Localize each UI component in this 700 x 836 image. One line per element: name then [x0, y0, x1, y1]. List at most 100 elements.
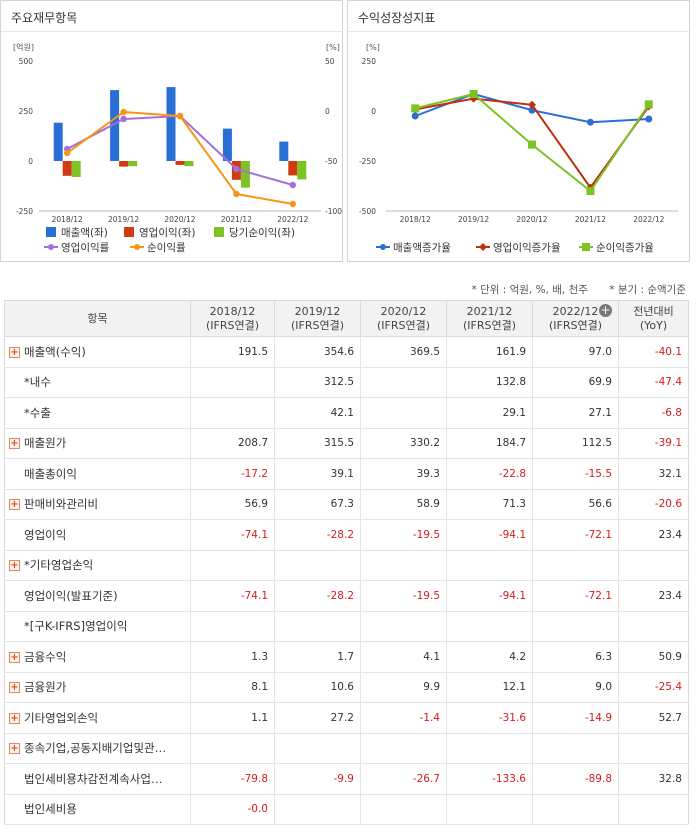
value-cell: [190, 550, 275, 581]
value-cell: -89.8: [532, 763, 619, 795]
value-cell: -15.5: [532, 458, 619, 490]
row-label-cell[interactable]: + 매출원가: [4, 428, 191, 459]
value-cell: -39.1: [618, 428, 689, 459]
header-basis: (IFRS연결): [548, 318, 603, 332]
header-basis: (IFRS연결): [290, 318, 345, 332]
legend-label: 매출액증가율: [393, 242, 451, 254]
expand-plus-icon[interactable]: +: [9, 712, 20, 724]
value-cell: 23.4: [618, 580, 689, 612]
row-label-cell: 법인세비용: [4, 794, 191, 825]
tick-label: -500: [359, 207, 376, 216]
line-point: [469, 90, 478, 98]
legend-marker: [48, 244, 54, 250]
legend-label: 영업이익률: [61, 241, 110, 254]
legend-swatch: [124, 227, 134, 237]
line-point: [289, 181, 296, 189]
line-point: [528, 100, 536, 109]
line-point: [289, 200, 296, 208]
bar: [175, 161, 185, 165]
value-cell: [618, 733, 689, 764]
quarter-note: * 분기 : 순액기준: [609, 284, 686, 296]
value-cell: -31.6: [446, 702, 533, 734]
growth-indicators-chart: [%] 250 0 -250 -500 2018/12 2019/12 2020/12 2021…: [359, 43, 678, 254]
row-label: 기타영업외손익: [24, 710, 99, 725]
line-point: [586, 187, 595, 195]
value-cell: [190, 367, 275, 398]
legend-label: 매출액(좌): [61, 227, 108, 239]
line-point: [411, 112, 419, 120]
value-cell: [618, 794, 689, 825]
value-cell: 58.9: [360, 489, 447, 520]
row-label: *[구K-IFRS]영업이익: [24, 619, 128, 634]
row-label-cell[interactable]: + 종속기업,공동지배기업및관…: [4, 733, 191, 764]
value-cell: -79.8: [190, 763, 275, 795]
row-label-cell[interactable]: + 기타영업외손익: [4, 702, 191, 734]
expand-plus-icon[interactable]: +: [9, 438, 20, 450]
value-cell: -0.0: [190, 794, 275, 825]
legend-marker: [582, 243, 590, 251]
value-cell: -72.1: [532, 519, 619, 551]
value-cell: -9.9: [274, 763, 361, 795]
value-cell: 312.5: [274, 367, 361, 398]
row-label-cell: 매출총이익: [4, 458, 191, 490]
add-column-icon[interactable]: +: [599, 303, 612, 317]
value-cell: 4.1: [360, 641, 447, 673]
table-row: *[구K-IFRS]영업이익: [4, 611, 689, 642]
header-yoy: 전년대비 (YoY): [618, 300, 689, 337]
value-cell: -17.2: [190, 458, 275, 490]
value-cell: -94.1: [446, 519, 533, 551]
value-cell: 354.6: [274, 336, 361, 368]
value-cell: -47.4: [618, 367, 689, 398]
legend-label: 당기순이익(좌): [229, 227, 295, 239]
row-label-cell[interactable]: + 매출액(수익): [4, 336, 191, 368]
line-point: [120, 115, 127, 123]
value-cell: [274, 611, 361, 642]
row-label-cell[interactable]: + 판매비와관리비: [4, 489, 191, 520]
expand-plus-icon[interactable]: +: [9, 499, 20, 511]
unit-notes: * 단위 : 억원, %, 배, 천주 * 분기 : 순액기준: [453, 282, 686, 297]
row-label: 법인세비용: [24, 802, 77, 817]
row-label-cell: *[구K-IFRS]영업이익: [4, 611, 191, 642]
legend-label: 영업이익증가율: [493, 241, 561, 254]
financial-items-panel: 주요재무항목 [억원] [%] 500 250 0 -250 50 0 -50 -100 2018/…: [0, 0, 343, 262]
x-tick-label: 2018/12: [52, 215, 83, 224]
row-label-cell[interactable]: + *기타영업손익: [4, 550, 191, 581]
table-row: 매출총이익 -17.2 39.1 39.3 -22.8 -15.5 32.1: [4, 458, 689, 490]
bar: [297, 161, 307, 180]
table-header: 항목 2018/12 (IFRS연결) 2019/12 (IFRS연결) 2020/12…: [4, 300, 689, 337]
x-tick-label: 2019/12: [458, 215, 489, 224]
value-cell: [532, 794, 619, 825]
row-label-cell[interactable]: + 금융수익: [4, 641, 191, 673]
x-tick-label: 2021/12: [575, 215, 606, 224]
header-year: 2018/12: [209, 304, 256, 318]
financial-table: 항목 2018/12 (IFRS연결) 2019/12 (IFRS연결) 2020/12…: [4, 300, 689, 825]
row-label: 법인세비용차감전계속사업…: [24, 771, 163, 786]
value-cell: 39.3: [360, 458, 447, 490]
value-cell: 67.3: [274, 489, 361, 520]
line-point: [644, 100, 653, 109]
expand-plus-icon[interactable]: +: [9, 560, 20, 572]
value-cell: [360, 397, 447, 429]
table-row: *내수 312.5 132.8 69.9 -47.4: [4, 367, 689, 398]
right-tick-label: -100: [325, 207, 342, 216]
header-year: 2022/12: [552, 304, 599, 318]
left-tick-label: 250: [19, 107, 34, 116]
value-cell: 97.0: [532, 336, 619, 368]
left-tick-label: 500: [19, 57, 34, 66]
expand-plus-icon[interactable]: +: [9, 346, 20, 358]
value-cell: 315.5: [274, 428, 361, 459]
line-point: [120, 108, 127, 116]
bar: [110, 90, 120, 161]
header-period-2020-12: 2020/12 (IFRS연결): [360, 300, 447, 337]
table-row: 법인세비용차감전계속사업… -79.8 -9.9 -26.7 -133.6 -89.8 32…: [4, 763, 689, 795]
table-row: 법인세비용 -0.0: [4, 794, 689, 825]
row-label-cell[interactable]: + 금융원가: [4, 672, 191, 703]
expand-plus-icon[interactable]: +: [9, 651, 20, 663]
table-row: + 매출액(수익) 191.5 354.6 369.5 161.9 97.0 -40.1: [4, 336, 689, 368]
x-tick-label: 2020/12: [164, 215, 195, 224]
value-cell: 208.7: [190, 428, 275, 459]
value-cell: 161.9: [446, 336, 533, 368]
expand-plus-icon[interactable]: +: [9, 682, 20, 694]
value-cell: 1.7: [274, 641, 361, 673]
expand-plus-icon[interactable]: +: [9, 743, 20, 755]
